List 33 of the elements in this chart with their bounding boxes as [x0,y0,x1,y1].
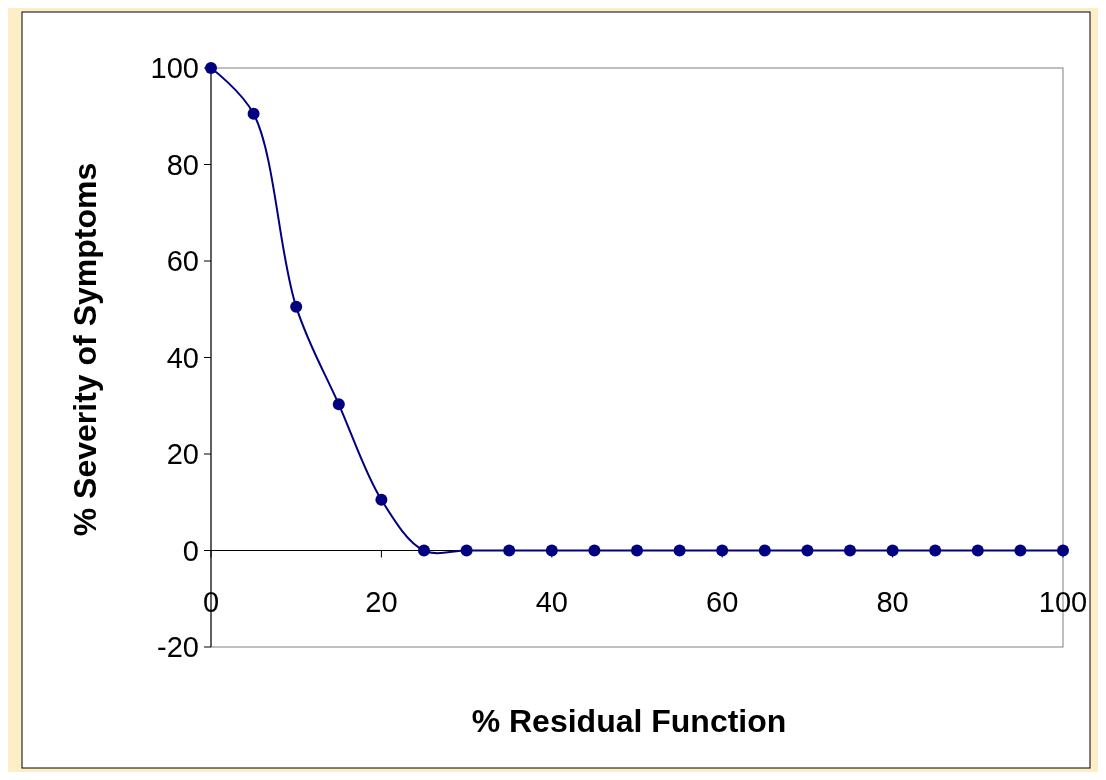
x-tick-label: 60 [706,586,739,618]
point [588,544,601,557]
y-tick-label: 20 [166,438,199,471]
y-tick-label: -20 [157,631,199,664]
y-axis-title: % Severity of Symptoms [67,162,103,537]
point [503,544,516,557]
y-tick-label: 60 [166,245,199,278]
point [247,107,260,120]
point [971,544,984,557]
point [375,493,388,506]
point [844,544,856,557]
y-tick-label: 0 [182,534,199,567]
y-tick-label: 100 [150,52,199,85]
y-tick-label: 80 [166,148,199,181]
point [460,544,473,557]
y-tick-label: 40 [166,341,199,374]
x-tick-label: 100 [1038,586,1088,618]
point [418,544,430,557]
point [886,544,899,557]
point [758,544,771,557]
point [673,544,686,557]
x-axis-title: % Residual Function [471,703,787,739]
point [716,544,729,557]
point [1014,544,1027,557]
x-tick-label: 80 [876,586,909,618]
point [929,544,942,557]
x-tick-label: 20 [365,586,398,618]
point [545,544,558,557]
point [801,544,814,557]
point [290,300,303,313]
x-tick-label: 40 [535,586,568,618]
point [631,544,643,557]
point [332,398,345,411]
